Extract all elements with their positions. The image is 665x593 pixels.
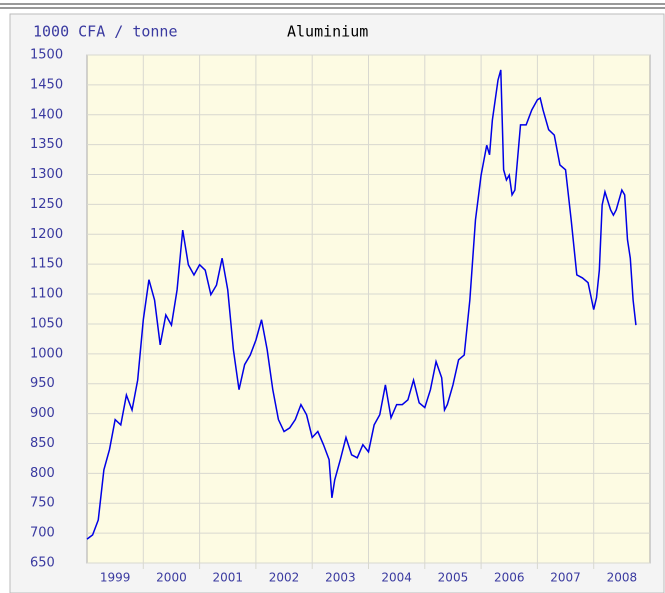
x-tick-label: 2001 (212, 571, 243, 585)
x-tick-label: 1999 (100, 571, 131, 585)
x-tick-label: 2003 (325, 571, 356, 585)
x-tick-label: 2000 (156, 571, 187, 585)
chart-title: Aluminium (287, 23, 368, 41)
y-tick-label: 1450 (30, 77, 63, 92)
x-tick-label: 2005 (438, 571, 469, 585)
x-tick-label: 2007 (550, 571, 581, 585)
y-tick-label: 1000 (30, 346, 63, 361)
y-tick-label: 650 (30, 556, 55, 571)
y-tick-label: 900 (30, 406, 55, 421)
unit-label: 1000 CFA / tonne (33, 23, 178, 41)
y-tick-label: 1050 (30, 316, 63, 331)
y-tick-label: 1500 (30, 48, 63, 63)
data-line (86, 69, 637, 540)
y-tick-label: 1150 (30, 257, 63, 272)
y-tick-label: 1350 (30, 137, 63, 152)
y-tick-label: 1100 (30, 287, 63, 302)
y-tick-label: 850 (30, 436, 55, 451)
x-tick-label: 2008 (607, 571, 638, 585)
y-tick-label: 700 (30, 526, 55, 541)
y-tick-label: 800 (30, 466, 55, 481)
y-tick-label: 1200 (30, 227, 63, 242)
x-tick-label: 2002 (269, 571, 300, 585)
y-tick-label: 750 (30, 496, 55, 511)
x-tick-label: 2004 (381, 571, 412, 585)
y-tick-label: 950 (30, 376, 55, 391)
y-tick-label: 1400 (30, 107, 63, 122)
y-tick-label: 1300 (30, 167, 63, 182)
y-tick-label: 1250 (30, 197, 63, 212)
x-tick-label: 2006 (494, 571, 525, 585)
